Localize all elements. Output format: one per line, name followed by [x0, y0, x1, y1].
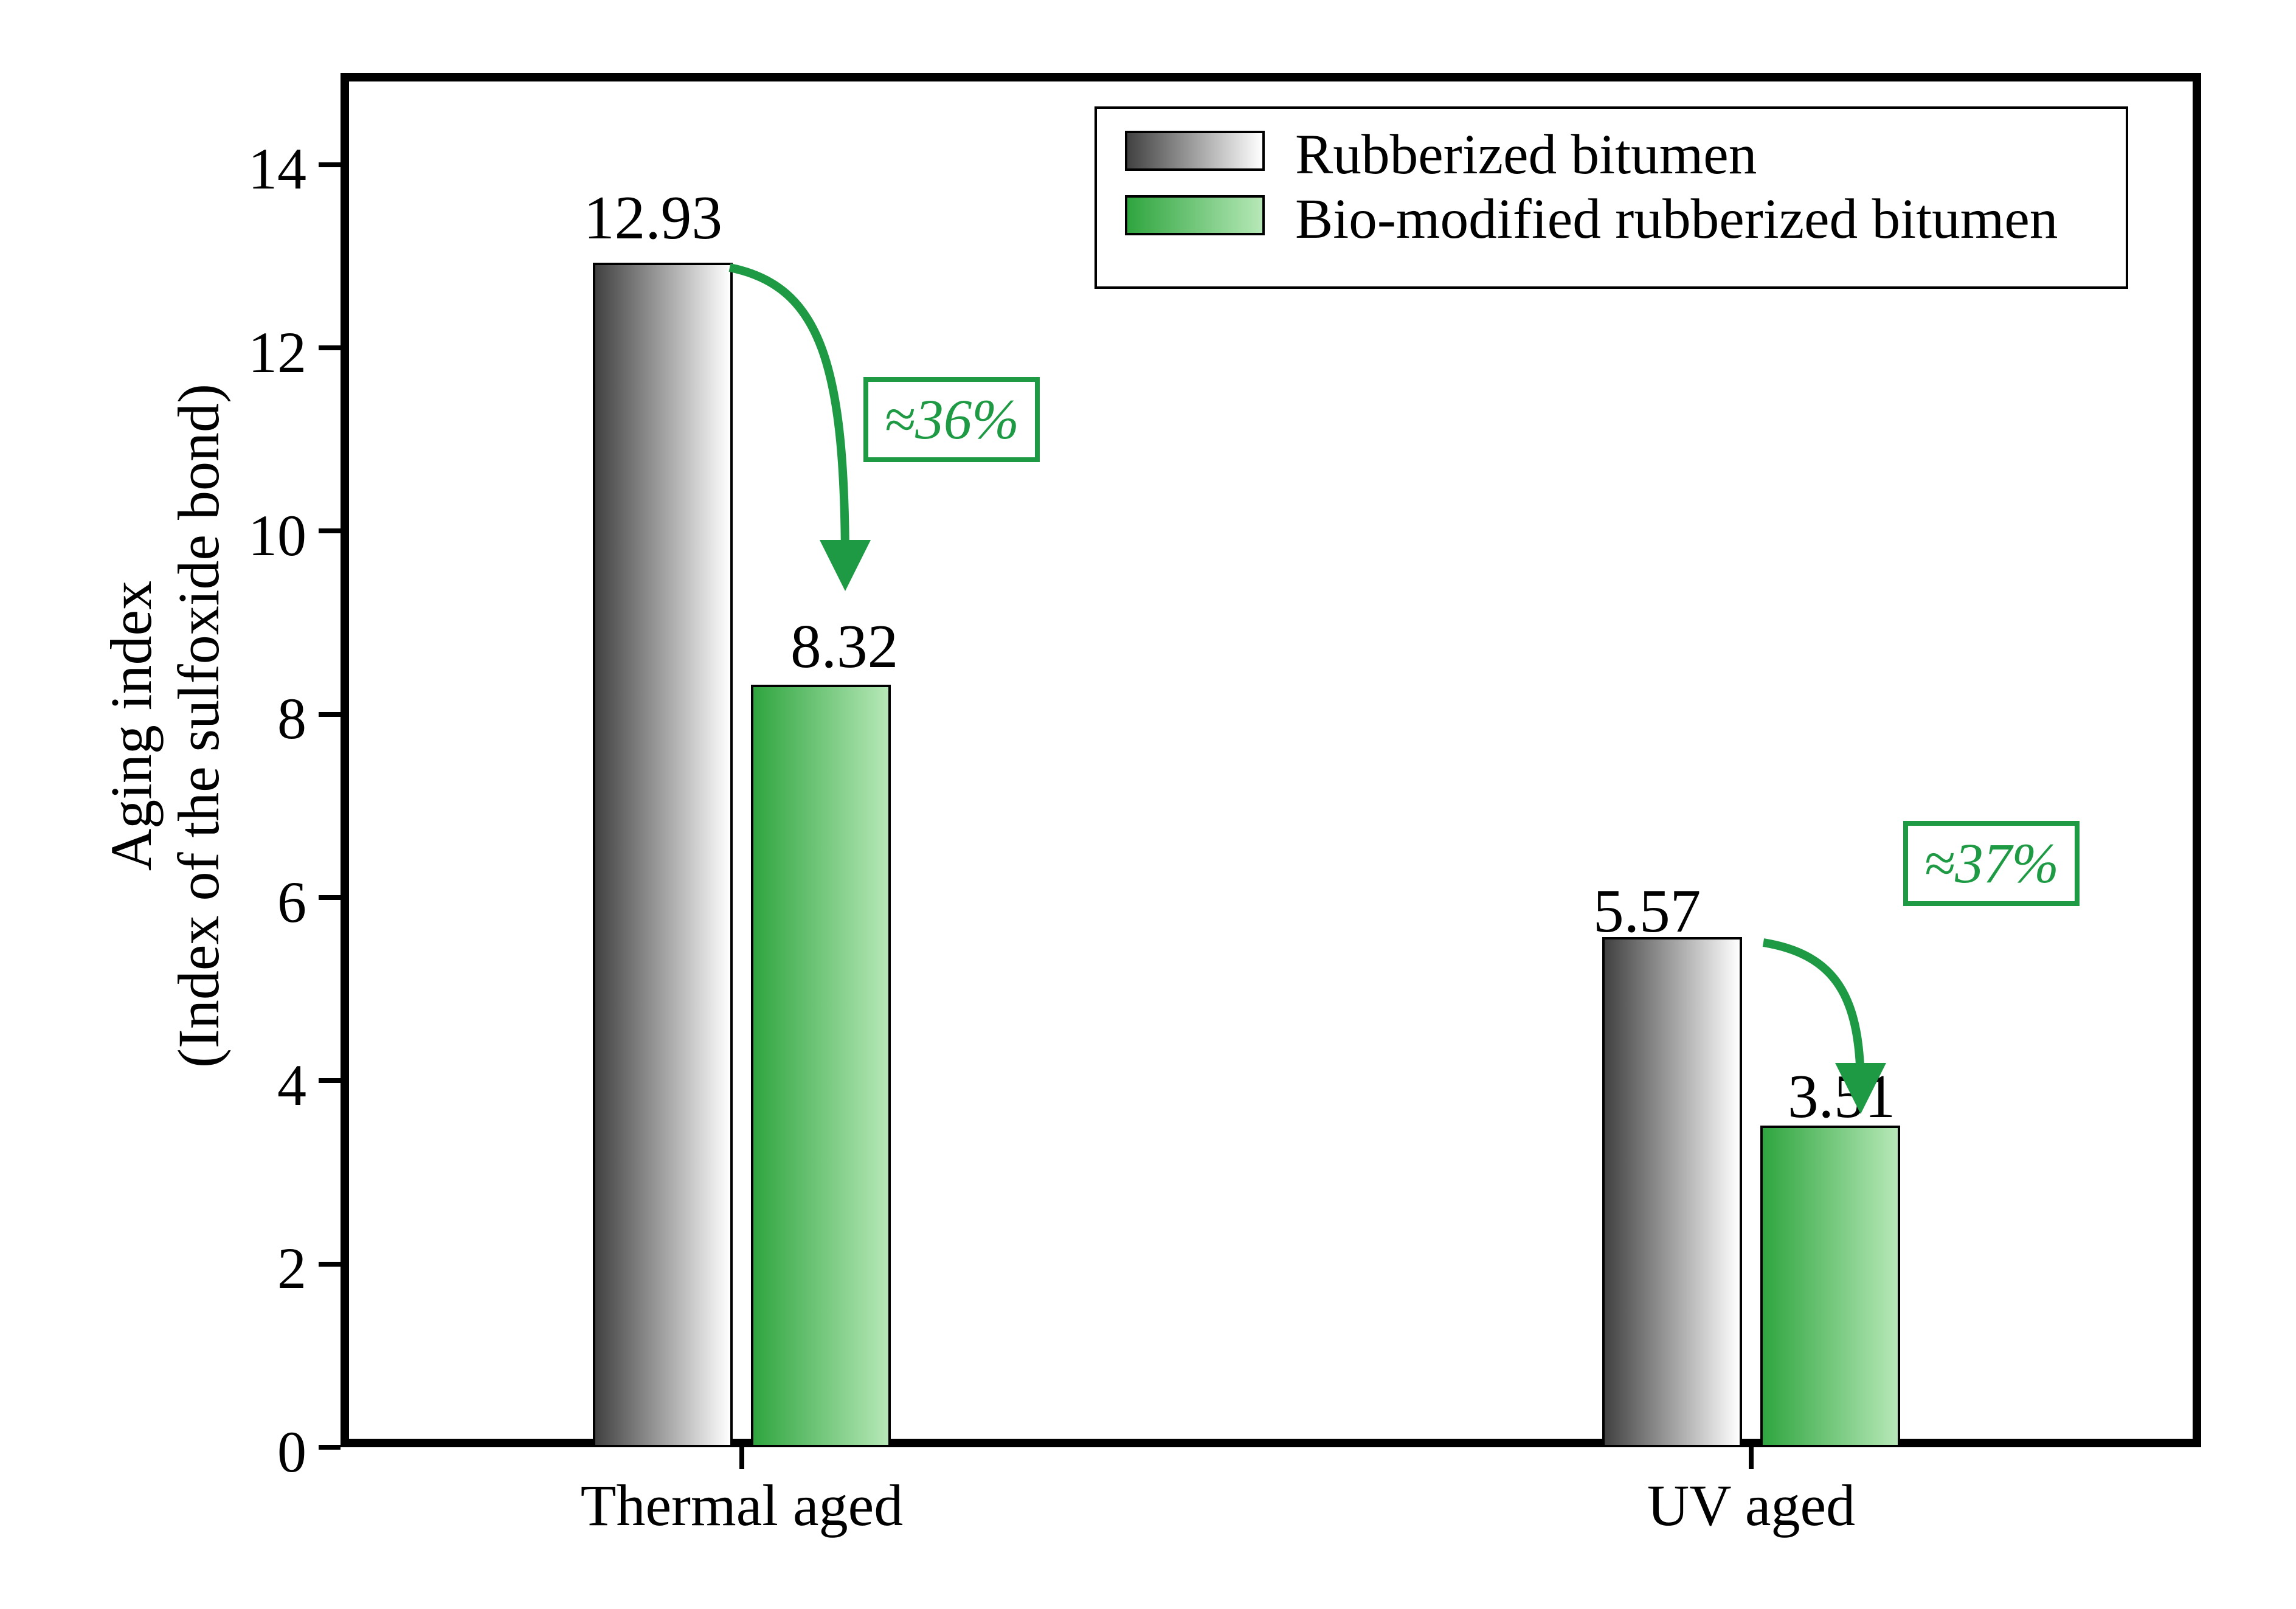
annotation-arrow — [0, 0, 2296, 1609]
chart-stage: Aging index (Index of the sulfoxide bond… — [0, 0, 2296, 1609]
